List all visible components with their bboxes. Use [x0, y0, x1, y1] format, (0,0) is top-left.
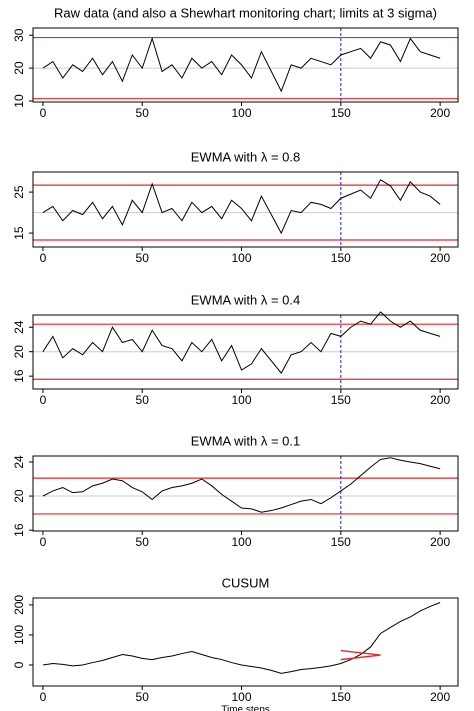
chart-title: Raw data (and also a Shewhart monitoring…	[54, 5, 437, 20]
series-line	[42, 457, 441, 513]
y-tick-label: 15	[12, 226, 26, 240]
x-tick-label: 50	[136, 535, 150, 549]
x-tick-label: 100	[232, 251, 252, 265]
series-line	[42, 311, 441, 374]
y-tick-label: 0	[12, 661, 26, 668]
plot-frame	[32, 171, 459, 248]
x-tick-label: 0	[40, 251, 47, 265]
y-tick-label: 25	[12, 185, 26, 199]
x-tick-label: 100	[232, 106, 252, 120]
y-tick-label: 10	[12, 94, 26, 108]
plot-frame	[32, 27, 459, 103]
series-line	[42, 602, 441, 674]
x-tick-label: 150	[331, 106, 351, 120]
x-tick-label: 0	[40, 535, 47, 549]
x-tick-label: 100	[232, 535, 252, 549]
plot-frame	[32, 455, 459, 532]
x-tick-label: 200	[430, 251, 450, 265]
x-tick-label: 0	[40, 106, 47, 120]
x-tick-label: 200	[430, 690, 450, 704]
x-tick-label: 100	[232, 690, 252, 704]
x-tick-label: 200	[430, 106, 450, 120]
x-tick-label: 0	[40, 393, 47, 407]
x-tick-label: 0	[40, 690, 47, 704]
x-tick-label: 200	[430, 535, 450, 549]
x-tick-label: 100	[232, 393, 252, 407]
x-tick-label: 50	[136, 106, 150, 120]
y-tick-label: 20	[12, 489, 26, 503]
series-line	[42, 179, 441, 235]
x-tick-label: 150	[331, 251, 351, 265]
y-tick-label: 200	[12, 595, 26, 615]
chart-title: CUSUM	[222, 575, 270, 590]
chart-title: EWMA with λ = 0.8	[191, 149, 300, 164]
v-mask	[340, 649, 381, 661]
x-tick-label: 50	[136, 690, 150, 704]
y-tick-label: 100	[12, 625, 26, 645]
x-tick-label: 200	[430, 393, 450, 407]
x-tick-label: 150	[331, 535, 351, 549]
plot-frame	[32, 597, 459, 687]
x-tick-label: 50	[136, 251, 150, 265]
x-tick-label: 50	[136, 393, 150, 407]
x-tick-label: 150	[331, 690, 351, 704]
y-tick-label: 24	[12, 320, 26, 334]
y-tick-label: 30	[12, 28, 26, 42]
y-tick-label: 20	[12, 345, 26, 359]
series-line	[42, 36, 441, 93]
chart-title: EWMA with λ = 0.1	[191, 433, 300, 448]
chart-title: EWMA with λ = 0.4	[191, 292, 300, 307]
y-tick-label: 24	[12, 455, 26, 469]
x-tick-label: 150	[331, 393, 351, 407]
x-axis-label: Time steps	[221, 705, 270, 711]
y-tick-label: 16	[12, 369, 26, 383]
y-tick-label: 20	[12, 61, 26, 75]
y-tick-label: 16	[12, 523, 26, 537]
